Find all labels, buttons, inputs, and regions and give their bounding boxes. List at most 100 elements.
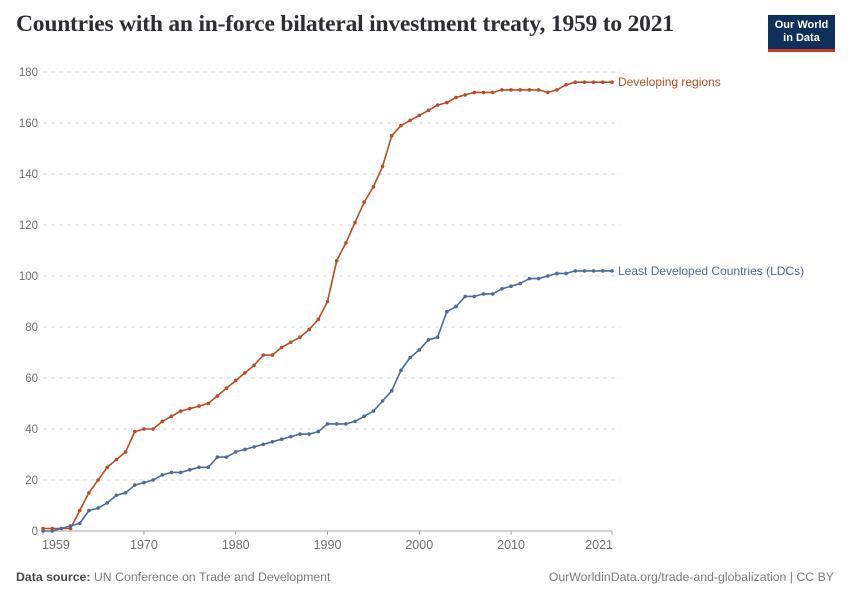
- series-point-developing-regions-1989: [316, 317, 321, 322]
- series-point-least-developed-countries-ldcs-2010: [509, 284, 513, 289]
- series-point-developing-regions-2008: [490, 90, 495, 95]
- series-point-least-developed-countries-ldcs-2005: [463, 294, 468, 299]
- series-point-developing-regions-1992: [344, 241, 348, 245]
- y-tick-label-180: 180: [19, 67, 38, 79]
- series-point-least-developed-countries-ldcs-1997: [389, 389, 394, 393]
- series-point-least-developed-countries-ldcs-2017: [573, 269, 578, 273]
- series-point-least-developed-countries-ldcs-1973: [169, 470, 174, 475]
- logo-line2: in Data: [783, 32, 820, 44]
- series-point-least-developed-countries-ldcs-1979: [224, 455, 229, 459]
- series-point-least-developed-countries-ldcs-2002: [435, 335, 440, 340]
- series-point-developing-regions-2000: [417, 113, 422, 118]
- series-point-least-developed-countries-ldcs-1986: [289, 434, 293, 439]
- series-point-least-developed-countries-ldcs-1983: [261, 442, 266, 447]
- series-point-least-developed-countries-ldcs-1991: [334, 422, 339, 426]
- series-point-developing-regions-2002: [435, 103, 440, 107]
- series-point-developing-regions-2007: [481, 90, 486, 95]
- series-point-developing-regions-2021: [610, 80, 614, 84]
- series-point-least-developed-countries-ldcs-1970: [142, 480, 146, 485]
- series-point-least-developed-countries-ldcs-1963: [77, 521, 82, 526]
- series-point-least-developed-countries-ldcs-1960: [50, 529, 54, 533]
- x-tick-label-1970: 1970: [130, 538, 158, 552]
- series-point-least-developed-countries-ldcs-1998: [399, 368, 403, 373]
- series-line-least-developed-countries-ldcs: [42, 270, 613, 532]
- y-tick-label-140: 140: [19, 169, 38, 181]
- logo-red-bar: [768, 49, 835, 52]
- series-point-developing-regions-1966: [105, 465, 109, 470]
- series-point-least-developed-countries-ldcs-1975: [188, 468, 192, 472]
- series-point-developing-regions-2009: [500, 88, 504, 92]
- series-label-least-developed-countries-ldcs: Least Developed Countries (LDCs): [618, 264, 804, 278]
- series-point-least-developed-countries-ldcs-1987: [298, 432, 302, 436]
- series-point-developing-regions-1965: [96, 478, 100, 482]
- series-point-developing-regions-1995: [371, 185, 376, 189]
- series-point-developing-regions-1983: [261, 353, 266, 357]
- series-point-least-developed-countries-ldcs-1978: [215, 455, 220, 459]
- series-point-developing-regions-2016: [564, 83, 568, 87]
- series-point-developing-regions-1997: [389, 134, 394, 138]
- owid-logo[interactable]: Our World in Data: [768, 15, 835, 52]
- series-point-least-developed-countries-ldcs-2001: [426, 338, 431, 342]
- series-point-developing-regions-2010: [509, 88, 513, 92]
- series-point-least-developed-countries-ldcs-2020: [601, 269, 605, 273]
- series-point-developing-regions-2020: [601, 80, 605, 84]
- data-source: Data source: UN Conference on Trade and …: [16, 570, 330, 584]
- series-point-developing-regions-1993: [353, 220, 357, 225]
- series-point-developing-regions-2013: [536, 88, 541, 92]
- series-point-least-developed-countries-ldcs-1995: [371, 409, 376, 413]
- y-tick-label-160: 160: [19, 118, 38, 130]
- series-point-developing-regions-1974: [178, 409, 183, 413]
- series-point-least-developed-countries-ldcs-1969: [133, 483, 137, 487]
- series-point-least-developed-countries-ldcs-1982: [252, 445, 256, 449]
- series-point-least-developed-countries-ldcs-2003: [445, 309, 449, 314]
- x-tick-label-2021: 2021: [585, 538, 613, 552]
- logo-line1: Our World: [774, 19, 829, 31]
- series-point-least-developed-countries-ldcs-1994: [362, 414, 367, 419]
- series-point-developing-regions-2018: [582, 80, 587, 84]
- series-point-developing-regions-2011: [518, 88, 522, 92]
- series-point-least-developed-countries-ldcs-1962: [68, 524, 73, 528]
- chart-footer: Data source: UN Conference on Trade and …: [16, 570, 834, 584]
- series-point-developing-regions-1977: [206, 401, 210, 406]
- y-tick-label-0: 0: [32, 526, 38, 538]
- series-point-least-developed-countries-ldcs-2014: [546, 274, 550, 278]
- data-source-label: Data source:: [16, 570, 91, 584]
- series-point-developing-regions-1959: [41, 526, 45, 531]
- series-point-developing-regions-2014: [546, 90, 550, 95]
- series-point-least-developed-countries-ldcs-1971: [151, 478, 155, 482]
- series-point-developing-regions-1987: [298, 335, 302, 340]
- series-point-least-developed-countries-ldcs-1968: [123, 491, 128, 495]
- series-point-developing-regions-1962: [68, 526, 73, 531]
- series-point-developing-regions-1976: [197, 404, 201, 408]
- x-tick-label-2010: 2010: [497, 538, 525, 552]
- series-point-developing-regions-1975: [188, 406, 192, 411]
- series-point-least-developed-countries-ldcs-1996: [380, 399, 385, 403]
- y-tick-label-60: 60: [25, 373, 38, 385]
- series-point-developing-regions-2001: [426, 108, 431, 113]
- series-label-developing-regions: Developing regions: [618, 75, 721, 89]
- series-point-least-developed-countries-ldcs-1977: [206, 465, 210, 470]
- series-point-least-developed-countries-ldcs-2021: [610, 269, 614, 273]
- series-point-least-developed-countries-ldcs-2018: [582, 269, 587, 273]
- series-point-developing-regions-2019: [591, 80, 596, 84]
- series-point-least-developed-countries-ldcs-1985: [279, 437, 284, 442]
- series-point-developing-regions-2005: [463, 93, 468, 97]
- x-tick-label-2000: 2000: [405, 538, 433, 552]
- series-point-developing-regions-1982: [252, 363, 256, 368]
- series-point-developing-regions-1999: [408, 118, 412, 123]
- series-point-least-developed-countries-ldcs-1993: [353, 419, 357, 424]
- series-point-developing-regions-1967: [114, 457, 119, 462]
- series-point-least-developed-countries-ldcs-2013: [536, 276, 541, 281]
- y-tick-label-80: 80: [25, 322, 38, 334]
- series-line-developing-regions: [42, 81, 613, 530]
- x-tick-label-1980: 1980: [222, 538, 250, 552]
- series-point-developing-regions-1970: [142, 427, 146, 431]
- chart-title: Countries with an in-force bilateral inv…: [16, 11, 674, 37]
- series-point-least-developed-countries-ldcs-2006: [472, 294, 477, 299]
- series-point-developing-regions-1994: [362, 200, 367, 204]
- x-tick-label-1959: 1959: [42, 538, 70, 552]
- series-point-developing-regions-1980: [233, 378, 238, 383]
- series-point-developing-regions-1988: [307, 327, 311, 332]
- footer-link[interactable]: OurWorldinData.org/trade-and-globalizati…: [548, 570, 834, 584]
